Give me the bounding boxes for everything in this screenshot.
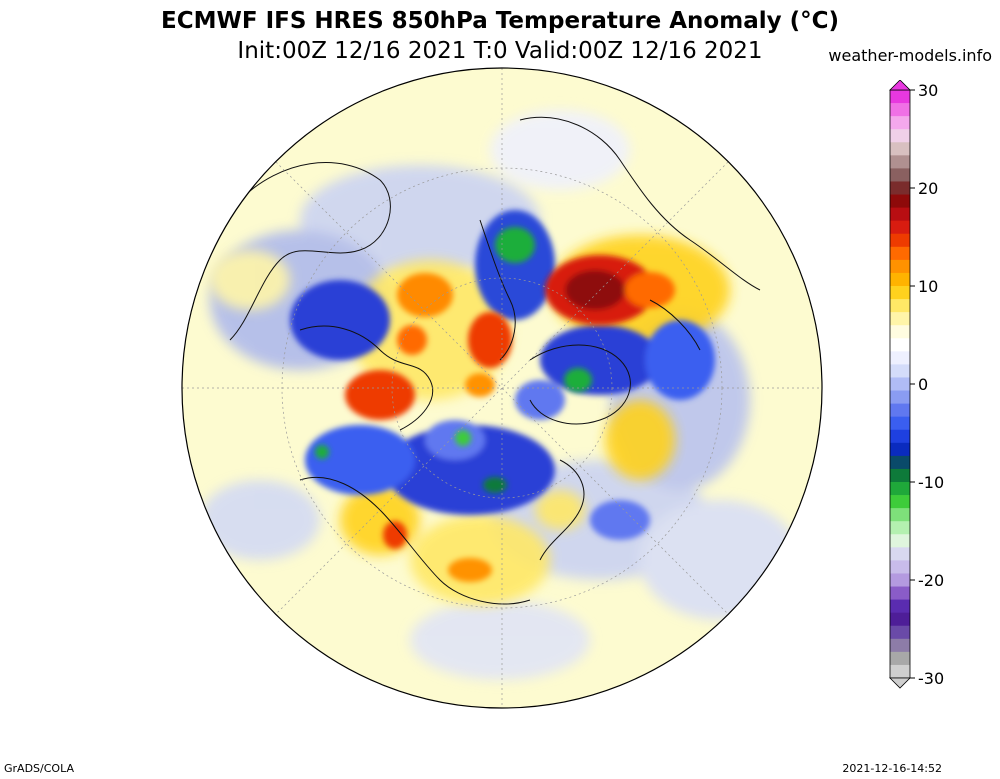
colorbar-swatch <box>890 638 910 653</box>
anomaly-field <box>182 68 822 708</box>
colorbar-swatch <box>890 272 910 287</box>
colorbar-swatch <box>890 482 910 496</box>
colorbar-swatch <box>890 534 910 548</box>
footer-software: GrADS/COLA <box>4 762 74 775</box>
chart-subtitle: Init:00Z 12/16 2021 T:0 Valid:00Z 12/16 … <box>237 38 763 64</box>
colorbar-swatch <box>890 286 910 300</box>
colorbar-swatch <box>890 429 910 444</box>
colorbar-swatch <box>890 416 910 431</box>
colorbar-swatch <box>890 612 910 627</box>
globe-outline <box>181 67 823 709</box>
colorbar-labels: 30 20 10 0 -10 -20 -30 <box>910 81 944 688</box>
colorbar-swatch <box>890 573 910 588</box>
colorbar-swatches <box>889 89 911 679</box>
colorbar-swatch <box>890 508 910 522</box>
colorbar-swatch <box>890 560 910 574</box>
colorbar-swatch <box>890 664 910 679</box>
colorbar-swatch <box>890 468 910 483</box>
colorbar-swatch <box>890 442 910 457</box>
chart-title: ECMWF IFS HRES 850hPa Temperature Anomal… <box>161 8 839 34</box>
colorbar-top-arrow <box>889 80 911 91</box>
colorbar-swatch <box>890 377 910 392</box>
colorbar-swatch <box>890 586 910 601</box>
colorbar-swatch <box>890 233 910 248</box>
colorbar-swatch <box>890 547 910 561</box>
colorbar-tick-label: -30 <box>918 669 944 688</box>
colorbar-swatch <box>890 181 910 196</box>
colorbar-swatch <box>890 299 910 313</box>
footer-timestamp: 2021-12-16-14:52 <box>842 762 942 775</box>
colorbar-swatch <box>890 651 910 666</box>
colorbar-swatch <box>890 338 910 352</box>
colorbar-swatch <box>890 207 910 222</box>
colorbar-swatch <box>890 129 910 143</box>
colorbar-swatch <box>890 390 910 405</box>
colorbar-swatch <box>890 521 910 535</box>
colorbar-swatch <box>890 625 910 640</box>
colorbar-bottom-arrow <box>889 677 911 689</box>
colorbar-swatch <box>890 90 910 104</box>
colorbar-tick-label: 20 <box>918 179 938 198</box>
colorbar: 30 20 10 0 -10 -20 -30 <box>889 80 944 689</box>
graticule <box>182 68 822 708</box>
colorbar-swatch <box>890 351 910 365</box>
colorbar-swatch <box>890 325 910 339</box>
colorbar-swatch <box>890 312 910 326</box>
colorbar-swatch <box>890 495 910 509</box>
colorbar-swatch <box>890 599 910 614</box>
colorbar-swatch <box>890 194 910 209</box>
colorbar-tick-label: 30 <box>918 81 938 100</box>
colorbar-tick-label: 0 <box>918 375 928 394</box>
colorbar-swatch <box>890 455 910 470</box>
coastlines <box>229 116 761 605</box>
colorbar-swatch <box>890 168 910 182</box>
colorbar-swatch <box>890 364 910 378</box>
colorbar-swatch <box>890 403 910 418</box>
colorbar-tick-label: -20 <box>918 571 944 590</box>
colorbar-tick-label: 10 <box>918 277 938 296</box>
source-credit: weather-models.info <box>828 46 992 65</box>
colorbar-swatch <box>890 142 910 156</box>
colorbar-tick-label: -10 <box>918 473 944 492</box>
colorbar-swatch <box>890 116 910 130</box>
colorbar-swatch <box>890 220 910 235</box>
colorbar-swatch <box>890 103 910 117</box>
colorbar-swatch <box>890 259 910 274</box>
colorbar-swatch <box>890 155 910 169</box>
colorbar-swatch <box>890 246 910 261</box>
